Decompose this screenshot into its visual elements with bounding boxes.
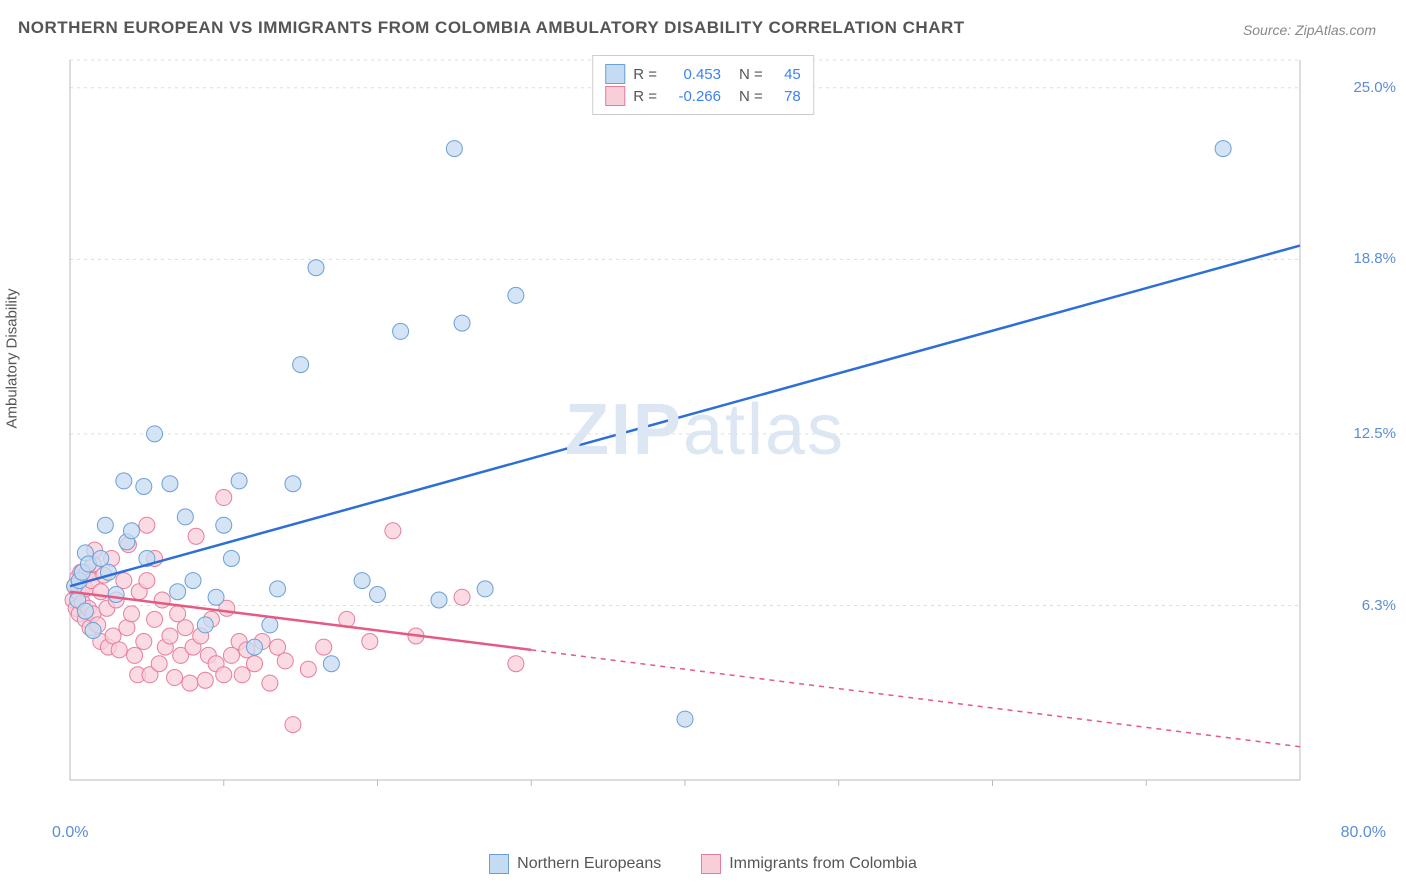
correlation-legend: R = 0.453 N = 45 R = -0.266 N = 78: [592, 55, 814, 115]
series-legend-label: Northern Europeans: [517, 855, 661, 873]
y-tick-label: 12.5%: [1353, 425, 1396, 442]
y-tick-label: 18.8%: [1353, 250, 1396, 267]
source-attribution: Source: ZipAtlas.com: [1243, 22, 1376, 38]
series-legend-item: Northern Europeans: [489, 854, 661, 874]
x-axis-start-label: 0.0%: [52, 824, 88, 842]
n-value: 45: [771, 66, 801, 83]
series-legend: Northern Europeans Immigrants from Colomb…: [0, 854, 1406, 874]
n-label: N =: [739, 88, 763, 105]
r-label: R =: [633, 66, 657, 83]
legend-swatch: [605, 64, 625, 84]
y-axis-label: Ambulatory Disability: [4, 288, 21, 428]
n-value: 78: [771, 88, 801, 105]
legend-swatch: [489, 854, 509, 874]
legend-swatch: [701, 854, 721, 874]
correlation-legend-row: R = -0.266 N = 78: [605, 86, 801, 106]
r-value: -0.266: [665, 88, 721, 105]
legend-swatch: [605, 86, 625, 106]
scatter-chart-svg: [60, 50, 1350, 810]
chart-area: ZIPatlas: [60, 50, 1350, 810]
y-tick-label: 6.3%: [1362, 597, 1396, 614]
series-legend-label: Immigrants from Colombia: [729, 855, 917, 873]
chart-title: NORTHERN EUROPEAN VS IMMIGRANTS FROM COL…: [18, 18, 965, 38]
x-axis-end-label: 80.0%: [1341, 824, 1386, 842]
r-label: R =: [633, 88, 657, 105]
n-label: N =: [739, 66, 763, 83]
correlation-legend-row: R = 0.453 N = 45: [605, 64, 801, 84]
series-legend-item: Immigrants from Colombia: [701, 854, 917, 874]
r-value: 0.453: [665, 66, 721, 83]
y-tick-label: 25.0%: [1353, 79, 1396, 96]
